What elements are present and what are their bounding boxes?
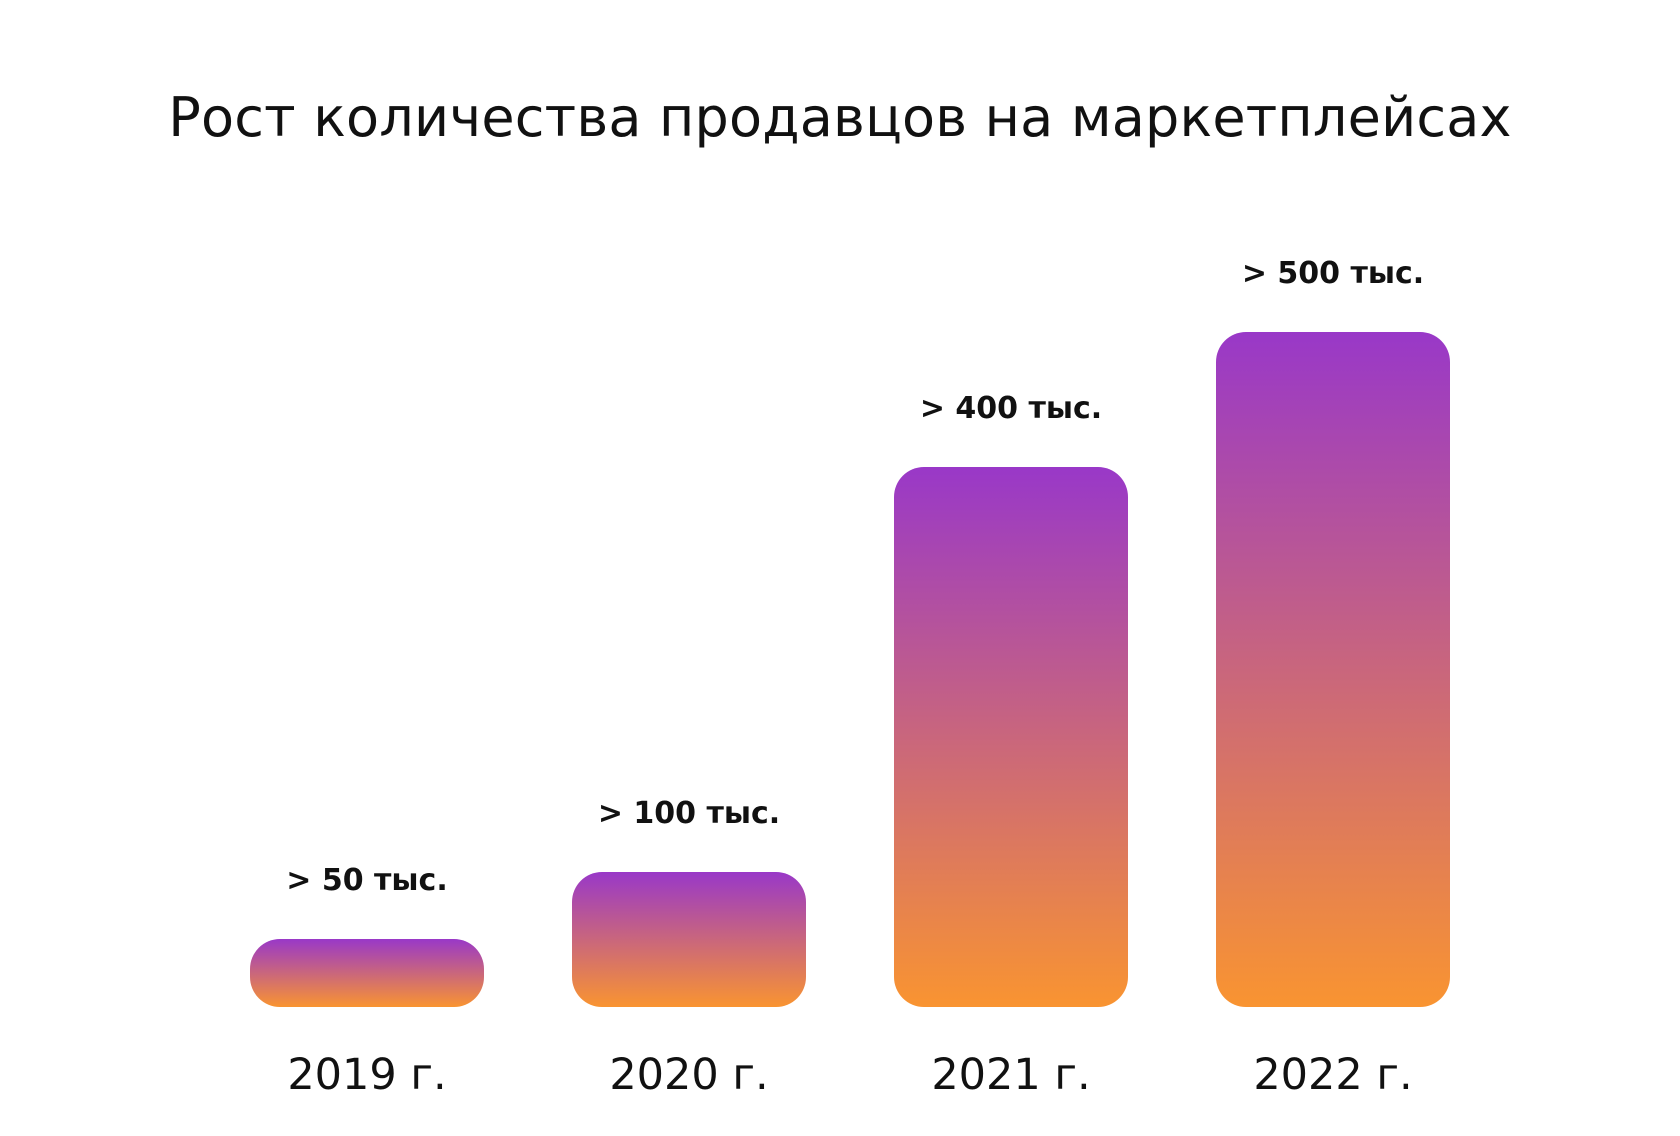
bar-3	[894, 467, 1128, 1007]
bar-value-label: > 400 тыс.	[919, 391, 1103, 426]
category-label: 2020 г.	[609, 1050, 769, 1100]
bar-4	[1216, 332, 1450, 1007]
category-label: 2019 г.	[287, 1050, 447, 1100]
bar-value-label: > 500 тыс.	[1241, 256, 1425, 291]
category-label: 2022 г.	[1253, 1050, 1413, 1100]
bar-value-label: > 100 тыс.	[597, 796, 781, 831]
chart-title: Рост количества продавцов на маркетплейс…	[168, 86, 1512, 149]
bar-value-label: > 50 тыс.	[286, 863, 448, 898]
bar-1	[250, 939, 484, 1007]
bar-2	[572, 872, 806, 1007]
category-label: 2021 г.	[931, 1050, 1091, 1100]
